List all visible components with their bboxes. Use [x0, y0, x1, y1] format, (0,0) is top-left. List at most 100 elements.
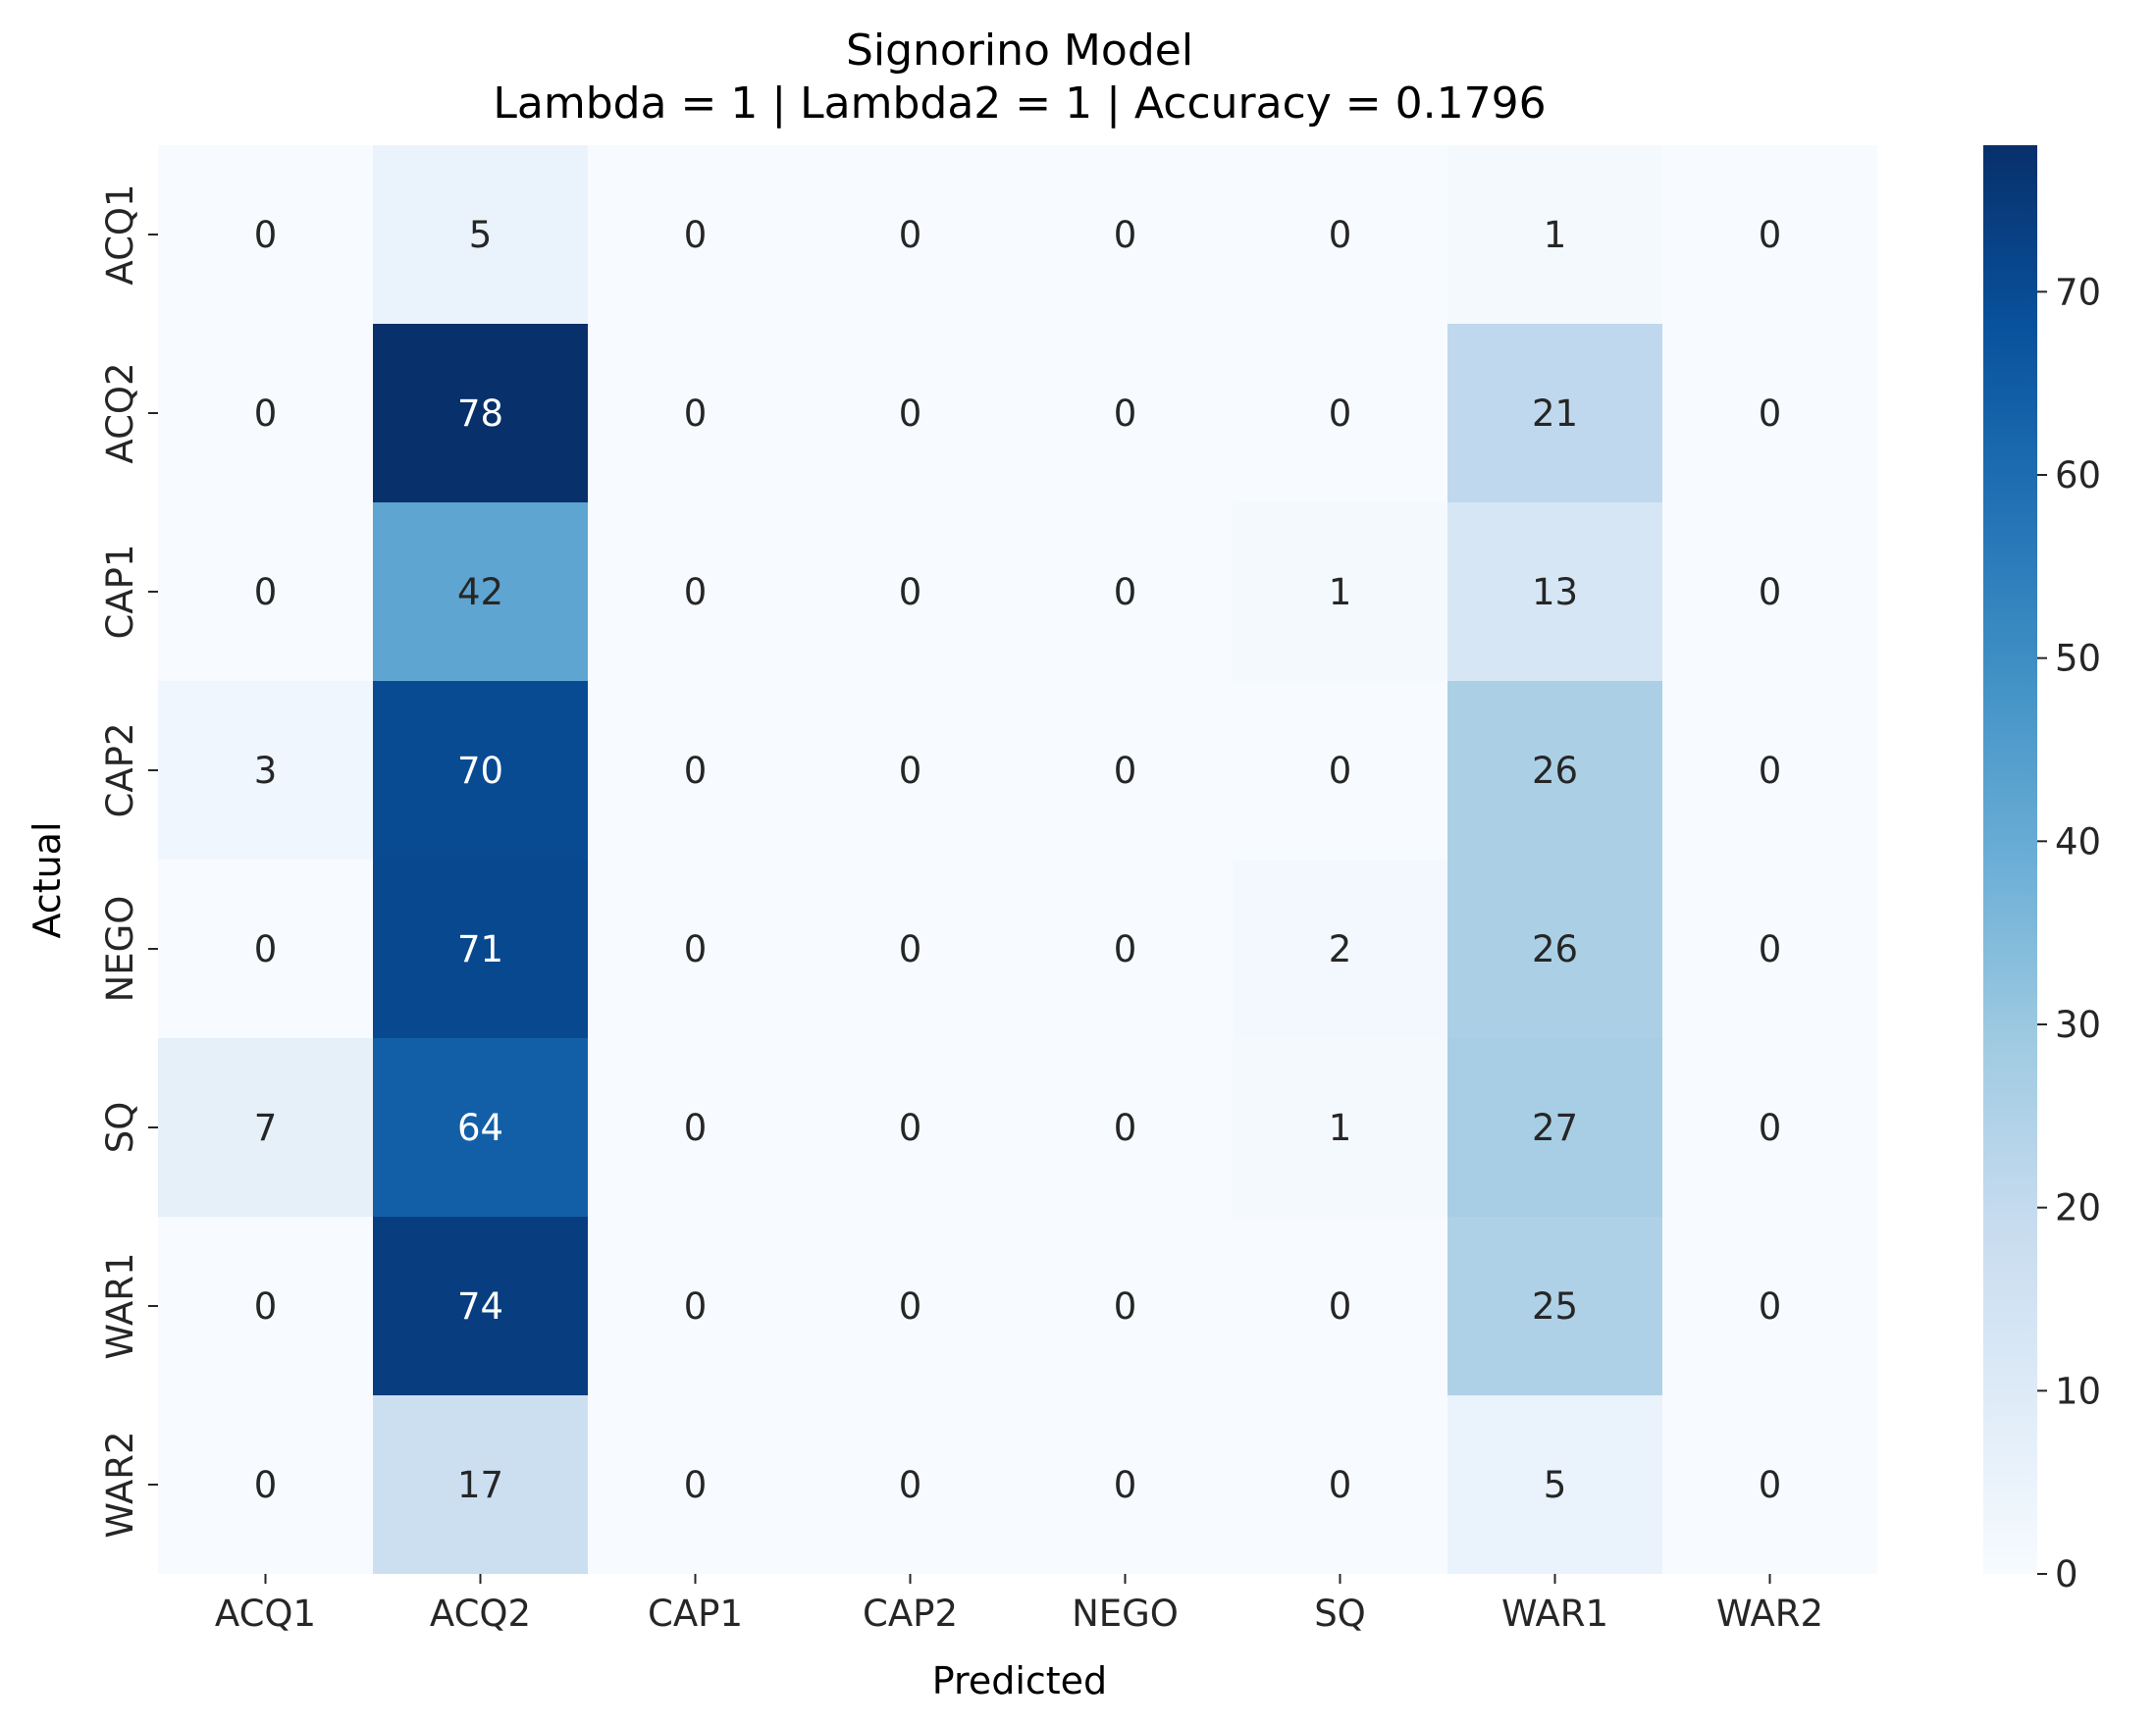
heatmap-cell [373, 1038, 588, 1217]
cell-value-label: 0 [1329, 750, 1352, 792]
cell-value-label: 0 [254, 1464, 278, 1506]
cell-value-label: 0 [899, 214, 922, 256]
y-axis-ticks: ACQ1 ACQ2 CAP1 CAP2 NEGO SQ WAR1 WAR2 [99, 183, 158, 1539]
cell-value-label: 0 [899, 928, 922, 970]
colorbar-tick-label: 60 [2055, 454, 2101, 497]
cell-value-label: 0 [254, 571, 278, 613]
heatmap-cell [1662, 502, 1877, 681]
heatmap-cell [1018, 860, 1233, 1038]
x-tick-label: ACQ2 [430, 1593, 531, 1635]
heatmap-cell [588, 1395, 803, 1574]
heatmap-cell [1447, 502, 1662, 681]
cell-value-label: 3 [254, 750, 278, 792]
cell-value-label: 0 [1759, 392, 1782, 435]
cell-value-label: 7 [254, 1107, 278, 1149]
cell-value-label: 0 [1114, 928, 1137, 970]
cell-value-label: 1 [1329, 1107, 1352, 1149]
heatmap-cell [158, 860, 373, 1038]
cell-value-label: 0 [254, 214, 278, 256]
heatmap-cell [803, 145, 1018, 324]
colorbar-tick-label: 30 [2055, 1004, 2101, 1046]
colorbar-tick-label: 20 [2055, 1187, 2101, 1229]
cell-value-label: 0 [1329, 392, 1352, 435]
x-tick-label: CAP2 [863, 1593, 958, 1635]
cell-value-label: 0 [1759, 571, 1782, 613]
cell-value-label: 1 [1329, 571, 1352, 613]
heatmap-cell [373, 1395, 588, 1574]
colorbar-tick-label: 10 [2055, 1370, 2101, 1412]
cell-value-label: 0 [684, 1285, 708, 1328]
y-tick-label: SQ [99, 1102, 141, 1154]
y-tick-label: WAR1 [99, 1252, 141, 1359]
heatmap-cell [1018, 1395, 1233, 1574]
heatmap-cell [1233, 324, 1447, 502]
cell-value-label: 0 [1114, 571, 1137, 613]
cell-value-label: 27 [1532, 1107, 1578, 1149]
heatmap-cell [588, 324, 803, 502]
colorbar [1983, 145, 2037, 1574]
heatmap-annotations: 0 5 0 0 0 0 1 00 78 0 0 0 0 21 00 42 0 0 0 1 13 03 70 0 0 0 0 26 00 7… [254, 214, 1782, 1506]
heatmap-cell [373, 145, 588, 324]
x-tick-label: WAR1 [1501, 1593, 1608, 1635]
heatmap-cell [803, 1217, 1018, 1395]
heatmap-cell [803, 681, 1018, 860]
y-tick-label: ACQ1 [99, 183, 141, 285]
heatmap-cell [1447, 1217, 1662, 1395]
heatmap-cell [158, 1395, 373, 1574]
heatmap-cell [373, 681, 588, 860]
heatmap-cell [373, 324, 588, 502]
heatmap-cell [1018, 1217, 1233, 1395]
cell-value-label: 0 [1114, 1107, 1137, 1149]
cell-value-label: 26 [1532, 928, 1578, 970]
heatmap-cell [1018, 1038, 1233, 1217]
heatmap-cell [158, 681, 373, 860]
cell-value-label: 0 [899, 1285, 922, 1328]
heatmap-cell [1233, 681, 1447, 860]
heatmap-cell [1447, 1395, 1662, 1574]
heatmap-cell [1447, 1038, 1662, 1217]
colorbar-tick-label: 70 [2055, 271, 2101, 313]
cell-value-label: 0 [1759, 1285, 1782, 1328]
colorbar-tick-label: 0 [2055, 1553, 2078, 1595]
heatmap-cell [1662, 681, 1877, 860]
heatmap-cell [1233, 1395, 1447, 1574]
heatmap-cell [1447, 860, 1662, 1038]
cell-value-label: 0 [1329, 1464, 1352, 1506]
cell-value-label: 0 [1759, 928, 1782, 970]
x-tick-label: SQ [1314, 1593, 1366, 1635]
cell-value-label: 0 [684, 1464, 708, 1506]
cell-value-label: 0 [1759, 750, 1782, 792]
heatmap-cell [588, 145, 803, 324]
heatmap-cell [158, 1038, 373, 1217]
cell-value-label: 0 [1759, 1464, 1782, 1506]
heatmap-cell [158, 324, 373, 502]
heatmap-cells [158, 145, 1877, 1574]
heatmap-cell [1233, 860, 1447, 1038]
cell-value-label: 0 [684, 928, 708, 970]
cell-value-label: 0 [254, 928, 278, 970]
cell-value-label: 0 [1114, 750, 1137, 792]
heatmap-cell [1018, 324, 1233, 502]
cell-value-label: 0 [1329, 1285, 1352, 1328]
x-tick-label: CAP1 [648, 1593, 743, 1635]
x-tick-label: ACQ1 [215, 1593, 316, 1635]
cell-value-label: 64 [457, 1107, 503, 1149]
heatmap-cell [1662, 860, 1877, 1038]
heatmap-cell [1447, 145, 1662, 324]
heatmap-cell [1233, 145, 1447, 324]
cell-value-label: 0 [899, 1464, 922, 1506]
cell-value-label: 0 [1759, 214, 1782, 256]
heatmap-cell [803, 324, 1018, 502]
cell-value-label: 0 [899, 1107, 922, 1149]
cell-value-label: 0 [1114, 392, 1137, 435]
cell-value-label: 0 [1114, 1285, 1137, 1328]
cell-value-label: 1 [1544, 214, 1567, 256]
cell-value-label: 71 [457, 928, 503, 970]
heatmap-cell [588, 1217, 803, 1395]
heatmap-cell [1447, 324, 1662, 502]
heatmap-cell [588, 502, 803, 681]
colorbar-tick-label: 50 [2055, 638, 2101, 680]
colorbar-tick-label: 40 [2055, 820, 2101, 863]
cell-value-label: 13 [1532, 571, 1578, 613]
cell-value-label: 0 [684, 214, 708, 256]
